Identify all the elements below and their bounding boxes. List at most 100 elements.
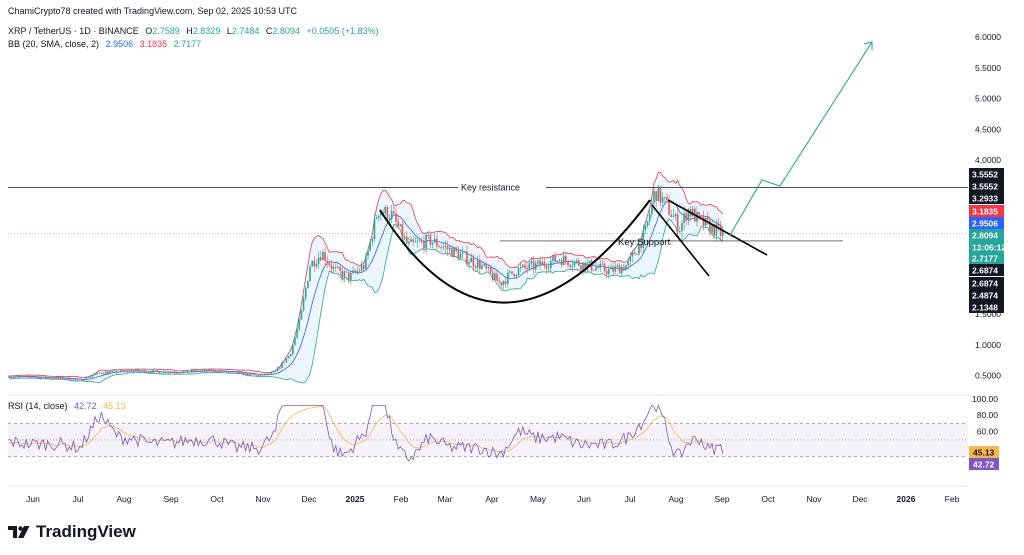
candle-body <box>122 370 124 371</box>
candle-body <box>515 274 518 277</box>
candle-body <box>154 370 156 372</box>
candle-body <box>287 356 290 359</box>
y-tick-label: 5.5000 <box>975 63 1001 73</box>
candle-body <box>233 371 236 373</box>
candle-body <box>502 281 505 286</box>
candle-body <box>446 246 449 250</box>
candle-body <box>610 266 612 270</box>
candle-body <box>358 270 361 272</box>
candle-body <box>147 372 150 373</box>
candle-body <box>722 230 724 236</box>
projection-line <box>729 41 873 236</box>
price-tag: 2.1348 <box>969 301 1004 313</box>
candle-body <box>537 260 539 264</box>
candle-body <box>51 378 53 380</box>
rsi-value: 42.72 <box>74 401 97 411</box>
price-tag-label: 2.6874 <box>972 266 998 276</box>
candle-body <box>642 230 645 248</box>
price-tag: 3.2933 <box>969 192 1004 204</box>
candle-body <box>373 218 376 240</box>
rsi-tag: 42.72 <box>969 458 999 470</box>
candle-body <box>453 247 455 257</box>
candle-body <box>399 224 402 227</box>
price-tag-bg <box>969 277 1004 289</box>
candle-body <box>29 376 32 378</box>
candle-body <box>457 250 460 259</box>
candle-body <box>292 344 294 355</box>
projection-arrowhead <box>863 41 873 50</box>
candle-body <box>167 372 169 374</box>
candle-body <box>436 238 438 247</box>
candle-body <box>352 270 354 274</box>
price-tag: 2.4874 <box>969 289 1004 301</box>
rsi-tick-label: 60.00 <box>977 427 999 437</box>
candle-body <box>440 247 442 248</box>
candle-body <box>397 221 399 227</box>
candle-body <box>298 319 301 330</box>
x-tick-label: Feb <box>945 494 960 504</box>
candle-body <box>388 219 391 221</box>
candle-body <box>483 264 485 266</box>
candle-body <box>640 243 642 248</box>
candle-body <box>681 223 683 232</box>
candle-body <box>414 241 417 243</box>
candle-body <box>618 265 621 274</box>
candle-body <box>14 376 17 378</box>
candle-body <box>683 213 685 224</box>
candle-body <box>337 266 339 268</box>
candle-body <box>648 214 651 222</box>
candle-body <box>139 371 141 372</box>
candle-body <box>77 378 79 380</box>
candle-body <box>307 280 309 289</box>
candle-body <box>659 186 662 203</box>
rsi-tag-label: 45.13 <box>973 448 995 458</box>
candle-body <box>653 191 655 203</box>
candle-body <box>59 377 62 379</box>
y-tick-label: 1.5000 <box>975 309 1001 319</box>
candle-body <box>197 370 199 372</box>
candle-body <box>199 371 202 372</box>
candle-body <box>494 273 496 281</box>
candle-body <box>70 380 73 381</box>
candle-body <box>565 255 567 261</box>
candle-body <box>584 262 586 270</box>
candle-body <box>685 213 688 221</box>
candle-body <box>175 372 178 374</box>
tradingview-logo[interactable]: TradingView <box>8 522 136 542</box>
support-label: Key Support <box>618 237 671 248</box>
candle-body <box>246 373 249 376</box>
candle-body <box>532 261 535 270</box>
candle-body <box>479 260 481 269</box>
x-tick-label: Nov <box>255 494 271 504</box>
candle-body <box>663 196 666 198</box>
price-tag: 13:06:12 <box>969 241 1006 253</box>
candle-body <box>100 372 103 374</box>
candle-body <box>244 373 247 375</box>
candle-body <box>240 372 242 374</box>
candle-body <box>283 362 285 364</box>
candle-body <box>418 240 421 242</box>
candle-body <box>304 288 307 299</box>
candle-body <box>276 367 279 372</box>
candle-body <box>180 372 182 374</box>
candle-body <box>223 370 225 372</box>
candle-body <box>74 379 77 380</box>
x-tick-label: Sep <box>163 494 178 504</box>
candle-body <box>459 253 462 259</box>
bb-lower-value: 2.7177 <box>173 39 202 49</box>
candle-body <box>25 375 27 377</box>
candle-body <box>120 370 122 372</box>
price-tag-label: 2.8094 <box>972 231 998 241</box>
candle-body <box>83 379 86 381</box>
price-tag-bg <box>969 217 1004 229</box>
candle-body <box>332 267 335 269</box>
candle-body <box>272 371 275 373</box>
bb-basis-value: 2.9506 <box>105 39 134 49</box>
candle-body <box>23 376 25 377</box>
candle-body <box>160 372 163 374</box>
candle-body <box>625 265 627 271</box>
candle-body <box>498 280 500 283</box>
candle-body <box>46 377 49 379</box>
candle-body <box>666 196 668 201</box>
